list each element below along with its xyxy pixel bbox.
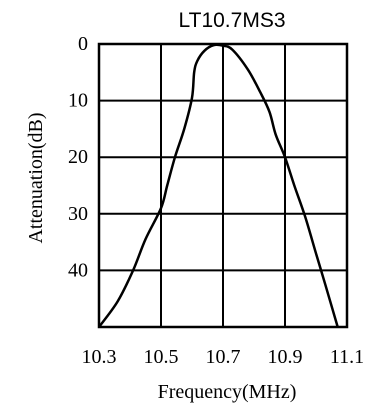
curve-layer — [97, 43, 339, 328]
plot-frame — [97, 42, 349, 329]
y-tick-label: 30 — [68, 203, 88, 225]
y-tick-label: 10 — [68, 90, 88, 112]
grid-layer — [99, 44, 347, 327]
x-axis-label: Frequency(MHz) — [158, 381, 297, 403]
y-tick-label: 0 — [78, 33, 88, 55]
x-tick-label: 10.9 — [268, 346, 303, 368]
x-tick-labels: 10.3 10.5 10.7 10.9 11.1 — [82, 346, 365, 368]
y-tick-labels: 0 10 20 30 40 — [68, 33, 88, 281]
y-tick-label: 40 — [68, 259, 88, 281]
attenuation-curve-0 — [97, 43, 339, 328]
x-tick-label: 11.1 — [330, 346, 364, 368]
x-tick-label: 10.3 — [82, 346, 117, 368]
x-tick-label: 10.7 — [206, 346, 241, 368]
y-tick-label: 20 — [68, 146, 88, 168]
y-axis-label: Attenuation(dB) — [25, 112, 47, 243]
chart-title: LT10.7MS3 — [179, 9, 286, 32]
x-tick-label: 10.5 — [144, 346, 179, 368]
